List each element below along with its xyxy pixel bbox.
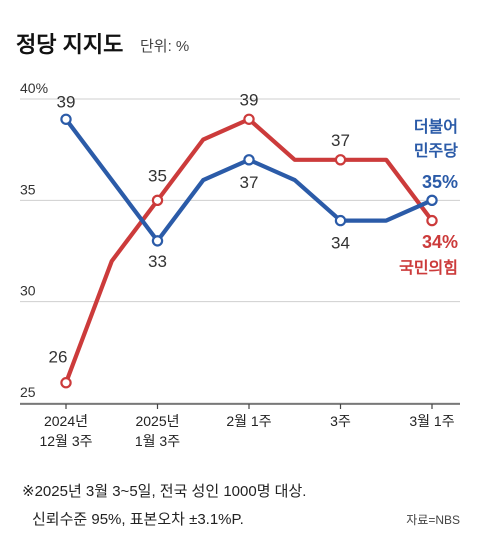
legend-label: 민주당 — [414, 142, 458, 160]
data-point — [334, 154, 347, 166]
data-point — [334, 214, 347, 227]
x-tick-label: 2월 1주 — [226, 413, 271, 429]
end-point — [426, 194, 438, 207]
end-point — [426, 214, 438, 227]
legend-label: 더불어 — [414, 118, 458, 136]
data-point — [60, 113, 72, 125]
x-axis-ticks: 2024년 12월 3주 2025년 1월 3주 2월 1주 3주 3월 1주 — [39, 404, 455, 449]
y-tick-label: 30 — [20, 283, 36, 299]
data-label: 33 — [148, 252, 167, 271]
series-lines — [60, 113, 438, 389]
unit-label: 단위: % — [140, 38, 189, 55]
footnote-line-1: ※2025년 3월 3~5일, 전국 성인 1000명 대상. — [22, 483, 306, 500]
data-label: 26 — [49, 348, 68, 367]
chart-title: 정당 지지도 — [16, 32, 123, 57]
x-tick-label: 3주 — [330, 413, 351, 429]
data-label: 39 — [57, 92, 76, 111]
series-line-0 — [63, 117, 435, 243]
x-tick-label: 2024년 — [44, 413, 88, 429]
data-label: 35 — [148, 166, 167, 185]
gridlines — [20, 98, 460, 405]
legend-label: 국민의힘 — [399, 258, 458, 277]
end-value-label: 35% — [422, 172, 458, 192]
x-tick-label: 12월 3주 — [39, 433, 92, 449]
data-point — [243, 154, 255, 166]
data-labels: 26 35 39 37 39 33 37 34 — [49, 90, 350, 366]
footnote-line-2: 신뢰수준 95%, 표본오차 ±3.1%P. — [32, 511, 244, 528]
source-label: 자료=NBS — [406, 513, 460, 527]
end-value-label: 34% — [422, 232, 458, 252]
x-tick-label: 3월 1주 — [409, 413, 454, 429]
data-point — [60, 377, 72, 389]
data-label: 39 — [240, 90, 259, 109]
y-tick-label: 25 — [20, 384, 36, 400]
y-axis-ticks: 40% 35 30 25 — [20, 80, 48, 400]
y-tick-label: 40% — [20, 80, 48, 96]
data-point — [151, 194, 164, 207]
data-point — [151, 235, 164, 247]
y-tick-label: 35 — [20, 181, 36, 197]
x-tick-label: 1월 3주 — [135, 433, 180, 449]
x-tick-label: 2025년 — [135, 413, 179, 429]
data-label: 37 — [240, 173, 259, 192]
data-point — [243, 113, 255, 125]
data-label: 34 — [331, 234, 350, 253]
data-label: 37 — [331, 131, 350, 150]
